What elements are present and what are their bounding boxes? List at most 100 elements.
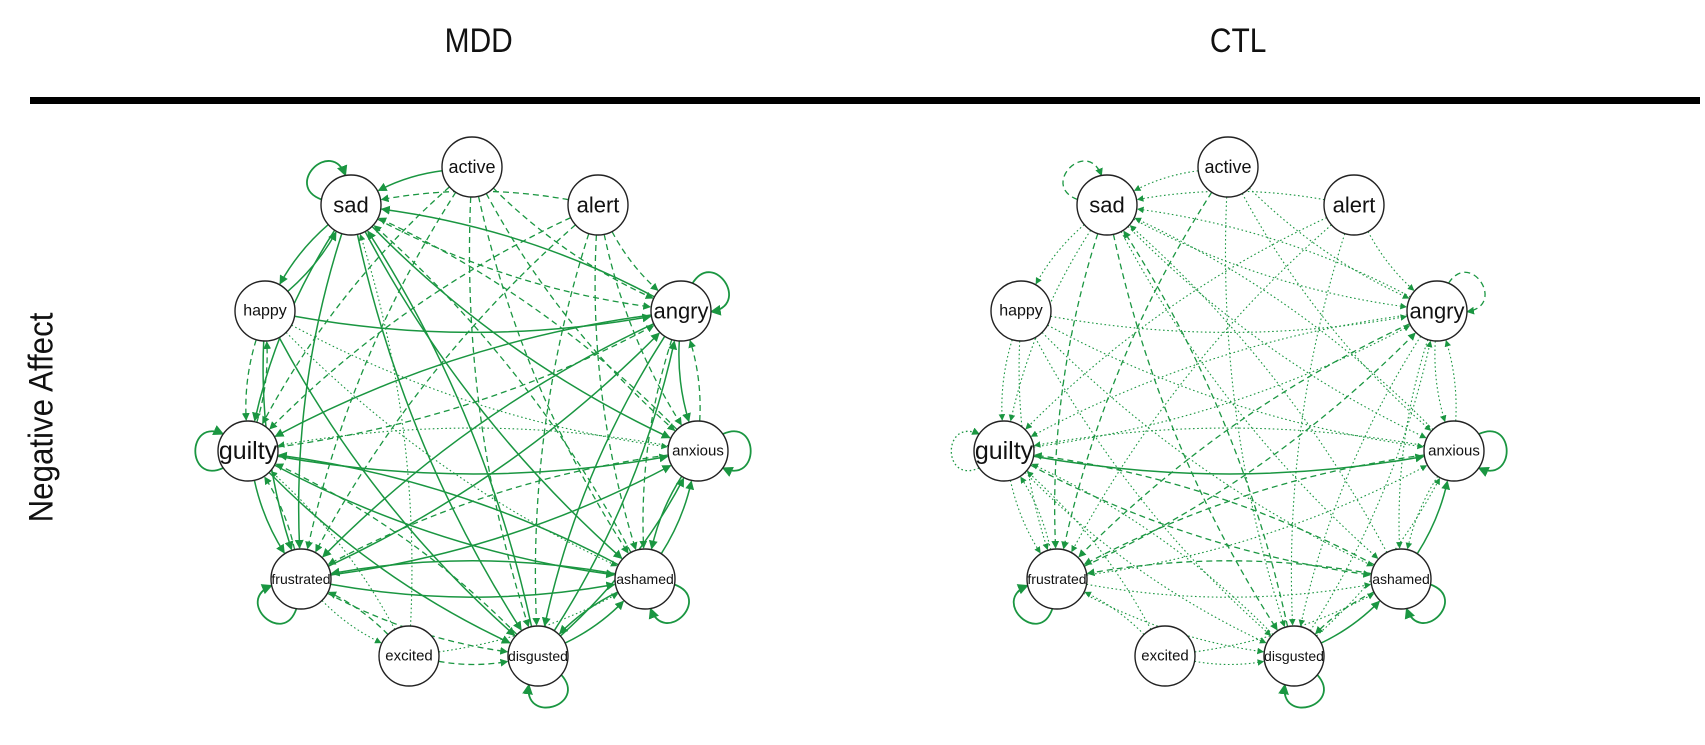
- edge-ctl-active-to-anxious: [1241, 193, 1432, 431]
- edge-ctl-active-to-angry: [1248, 187, 1410, 299]
- self-loop-mdd-frustrated: [257, 584, 298, 625]
- node-label: sad: [333, 193, 368, 218]
- node-circle: [1406, 280, 1468, 342]
- edge-ctl-angry-to-sad: [1137, 206, 1411, 298]
- node-circle: [1026, 548, 1088, 610]
- node-mdd-sad: sad: [320, 174, 382, 236]
- edge-ctl-ashamed-to-anxious: [1416, 480, 1451, 555]
- edge-ctl-disgusted-to-sad: [1123, 230, 1289, 627]
- node-label: alert: [1333, 193, 1376, 218]
- edge-mdd-sad-to-angry: [377, 218, 652, 310]
- node-label: disgusted: [508, 648, 568, 664]
- edge-ctl-anxious-to-frustrated: [1083, 454, 1425, 565]
- edge-ctl-anxious-to-guilty: [1033, 427, 1425, 448]
- node-circle: [1134, 625, 1196, 687]
- column-title-mdd: MDD: [444, 22, 513, 60]
- edge-mdd-happy-to-disgusted: [278, 337, 516, 637]
- edge-ctl-anxious-to-angry: [1444, 339, 1457, 422]
- network-panel-mdd: sad active alert happy angry guilty anxious fru…: [194, 136, 752, 709]
- node-label: anxious: [1428, 443, 1480, 460]
- edge-mdd-angry-to-guilty: [274, 314, 652, 438]
- edge-mdd-happy-to-anxious: [291, 324, 668, 450]
- edge-mdd-disgusted-to-angry: [553, 340, 678, 632]
- edge-ctl-happy-to-guilty: [998, 339, 1013, 421]
- edge-ctl-angry-to-ashamed: [1396, 339, 1429, 549]
- edge-ctl-happy-to-disgusted: [1034, 337, 1272, 636]
- edge-mdd-ashamed-to-disgusted: [558, 591, 619, 635]
- node-label: alert: [577, 193, 620, 218]
- nodes-layer-ctl: sad active alert happy angry guilty anxious fru…: [973, 136, 1485, 687]
- self-loop-mdd-sad: [306, 160, 348, 201]
- node-mdd-anxious: anxious: [667, 420, 729, 482]
- edge-ctl-sad-to-disgusted: [1112, 234, 1278, 631]
- edge-ctl-frustrated-to-ashamed: [1086, 582, 1372, 598]
- edge-mdd-guilty-to-ashamed: [274, 464, 616, 579]
- node-circle: [1076, 174, 1138, 236]
- edge-mdd-disgusted-to-sad: [367, 230, 533, 627]
- node-circle: [1423, 420, 1485, 482]
- edge-mdd-ashamed-to-guilty: [277, 451, 619, 566]
- edge-ctl-sad-to-happy: [1035, 224, 1085, 285]
- edge-mdd-angry-to-anxious: [678, 340, 691, 423]
- edge-ctl-disgusted-to-ashamed: [1320, 600, 1381, 644]
- edge-ctl-frustrated-to-guilty: [1020, 476, 1052, 550]
- edge-mdd-active-to-angry: [492, 187, 654, 299]
- edge-ctl-active-to-frustrated: [1061, 191, 1213, 550]
- edge-ctl-alert-to-disgusted: [1289, 233, 1346, 626]
- edge-mdd-alert-to-guilty: [269, 217, 572, 430]
- edge-ctl-active-to-sad: [1133, 170, 1199, 192]
- edge-ctl-guilty-to-frustrated: [1009, 480, 1041, 554]
- node-ctl-excited: excited: [1134, 625, 1196, 687]
- node-label: disgusted: [1264, 648, 1324, 664]
- node-mdd-disgusted: disgusted: [507, 625, 569, 687]
- edge-mdd-sad-to-happy: [279, 224, 329, 285]
- edge-ctl-sad-to-guilty: [1008, 229, 1092, 422]
- edge-mdd-ashamed-to-frustrated: [330, 560, 616, 577]
- node-circle: [614, 548, 676, 610]
- edge-ctl-angry-to-anxious: [1434, 340, 1447, 423]
- self-loop-ctl-frustrated: [1013, 584, 1054, 625]
- edge-mdd-ashamed-to-sad: [373, 225, 632, 553]
- edge-ctl-happy-to-ashamed: [1041, 332, 1374, 567]
- node-label: frustrated: [1027, 571, 1086, 587]
- edge-mdd-angry-to-ashamed: [639, 339, 673, 549]
- edge-ctl-alert-to-guilty: [1025, 217, 1328, 430]
- edge-mdd-alert-to-ashamed: [594, 234, 638, 551]
- header-divider: [30, 97, 1700, 104]
- node-label: frustrated: [271, 571, 330, 587]
- node-label: angry: [653, 299, 708, 324]
- node-circle: [1323, 174, 1385, 236]
- edge-mdd-sad-to-frustrated: [294, 233, 343, 549]
- self-loops-layer-ctl: [950, 160, 1508, 709]
- edge-ctl-anxious-to-ashamed: [1405, 475, 1439, 550]
- edge-mdd-anxious-to-ashamed: [648, 475, 683, 550]
- node-circle: [567, 174, 629, 236]
- edge-mdd-guilty-to-disgusted: [268, 471, 511, 644]
- node-ctl-ashamed: ashamed: [1370, 548, 1432, 610]
- edge-mdd-active-to-ashamed: [477, 196, 629, 554]
- node-circle: [441, 136, 503, 198]
- edge-mdd-guilty-to-angry: [277, 325, 655, 448]
- edge-mdd-frustrated-to-angry: [327, 332, 660, 567]
- node-label: guilty: [975, 437, 1034, 465]
- edge-mdd-angry-to-sad: [380, 205, 655, 298]
- edge-ctl-excited-to-disgusted: [1194, 659, 1265, 666]
- edge-ctl-disgusted-to-anxious: [1316, 477, 1441, 637]
- node-label: excited: [1141, 648, 1189, 665]
- nodes-layer-mdd: sad active alert happy angry guilty anxious fru…: [217, 136, 729, 687]
- edge-mdd-guilty-to-anxious: [277, 453, 669, 475]
- edge-mdd-ashamed-to-anxious: [660, 480, 695, 555]
- edge-mdd-alert-to-frustrated: [315, 224, 576, 553]
- edge-ctl-disgusted-to-guilty: [1031, 463, 1274, 635]
- edge-mdd-disgusted-to-ashamed: [564, 600, 625, 644]
- edge-ctl-happy-to-anxious: [1047, 324, 1424, 450]
- network-panel-ctl: sad active alert happy angry guilty anxious fru…: [950, 136, 1508, 709]
- node-mdd-ashamed: ashamed: [614, 548, 676, 610]
- edge-ctl-guilty-to-anxious: [1033, 453, 1425, 475]
- node-label: anxious: [672, 443, 724, 460]
- edge-ctl-disgusted-to-angry: [1309, 340, 1433, 632]
- self-loop-ctl-disgusted: [1278, 674, 1325, 709]
- edge-mdd-happy-to-ashamed: [285, 332, 618, 567]
- edges-layer-ctl: [998, 170, 1457, 666]
